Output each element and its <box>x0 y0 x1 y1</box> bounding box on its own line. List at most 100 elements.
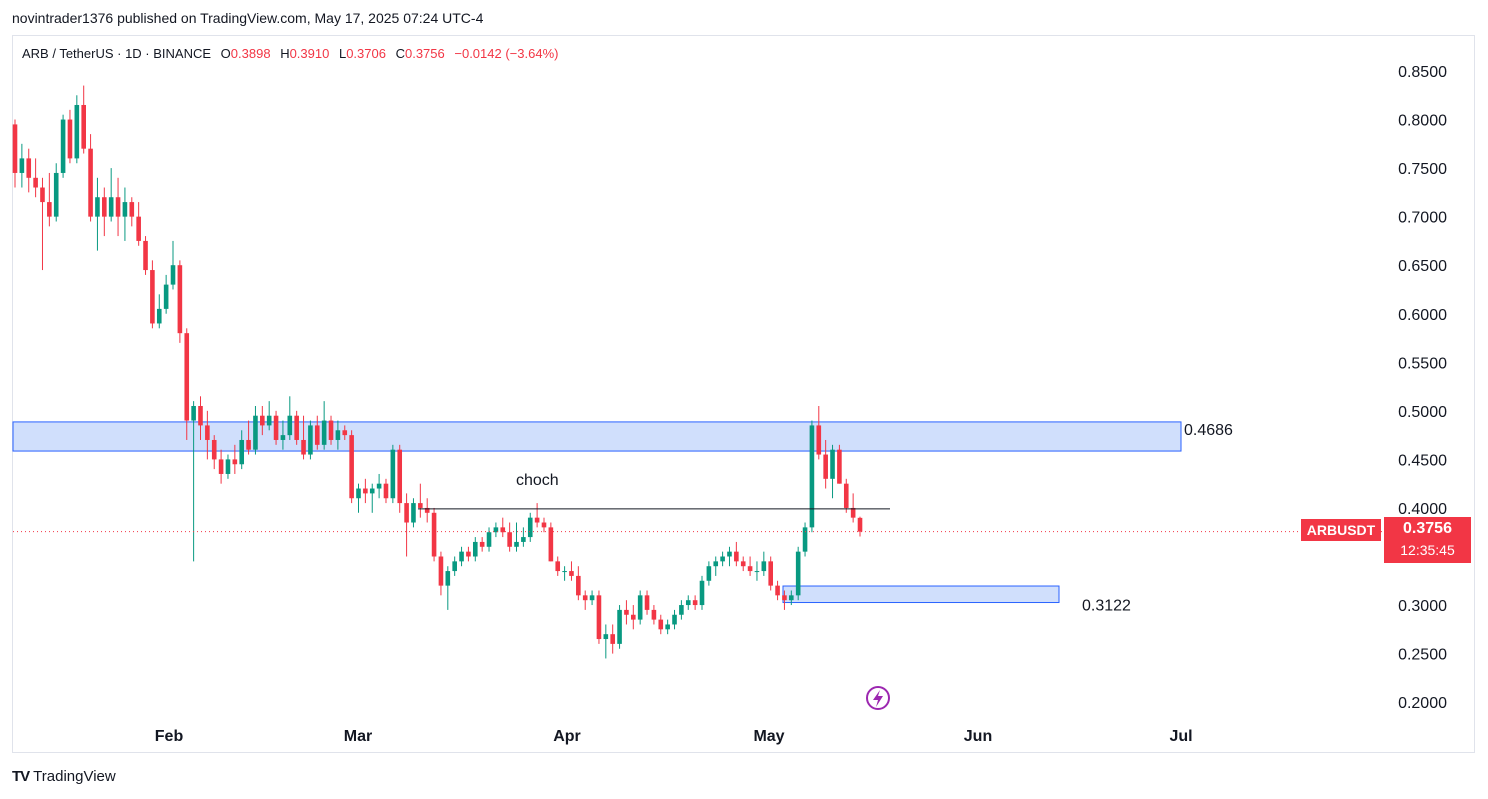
candle-body <box>576 575 581 596</box>
price-tick-label: 0.8000 <box>1398 113 1447 130</box>
candle-countdown: 12:35:45 <box>1400 542 1455 558</box>
candle <box>857 516 863 537</box>
zone-support <box>782 585 1060 604</box>
candle <box>617 605 622 649</box>
candle-body <box>163 284 169 309</box>
legend-low-label: L <box>338 46 347 61</box>
candle-body <box>191 405 196 421</box>
candle <box>53 163 59 222</box>
candle-body <box>369 488 375 494</box>
legend-open: 0.3898 <box>230 46 271 61</box>
lightning-icon[interactable] <box>866 686 890 710</box>
candles-layer <box>12 85 863 659</box>
candle-body <box>631 614 636 620</box>
candle <box>383 478 389 504</box>
candle <box>122 187 128 241</box>
candle-body <box>418 503 423 508</box>
candle-body <box>624 609 629 615</box>
candle <box>761 551 767 576</box>
candle <box>466 546 471 562</box>
candle-body <box>658 619 664 630</box>
candle-body <box>301 439 306 455</box>
candle-body <box>802 527 808 552</box>
candle-body <box>637 595 643 620</box>
candle <box>775 580 780 601</box>
candle <box>720 551 725 567</box>
upper-zone-label: 0.4686 <box>1184 422 1233 439</box>
candle-body <box>644 595 650 610</box>
candle <box>198 396 203 440</box>
candle-body <box>610 634 615 644</box>
candle <box>33 158 38 198</box>
candle-body <box>115 197 121 217</box>
candle <box>184 328 190 440</box>
candle <box>102 187 107 237</box>
ohlc-legend: ARB / TetherUS · 1D · BINANCE O0.3898 H0… <box>22 46 564 61</box>
candle-body <box>102 197 107 217</box>
candle-body <box>555 561 561 572</box>
candle-body <box>445 571 451 586</box>
candle <box>301 415 306 460</box>
candle <box>795 546 801 601</box>
candle-body <box>122 202 128 217</box>
candle-body <box>156 308 162 324</box>
price-tick-label: 0.5000 <box>1398 404 1447 421</box>
candle <box>651 605 657 625</box>
candle-body <box>356 488 361 499</box>
choch-label: choch <box>516 472 559 489</box>
candle <box>280 420 286 450</box>
candle-body <box>321 420 327 445</box>
candle <box>445 566 451 610</box>
candle-body <box>754 571 760 573</box>
candle <box>26 148 32 193</box>
candle-body <box>287 415 293 436</box>
price-tick-label: 0.8500 <box>1398 64 1447 81</box>
candle-body <box>225 459 231 474</box>
candle-body <box>548 527 554 562</box>
tradingview-brand[interactable]: TV TradingView <box>12 768 116 785</box>
candle <box>548 522 554 562</box>
candle <box>67 109 73 164</box>
candle-body <box>273 415 279 440</box>
zones-layer <box>12 421 1182 604</box>
candle <box>816 405 822 460</box>
ticker-badge: ARBUSDT <box>1301 519 1381 541</box>
candle-body <box>562 571 567 573</box>
candle <box>418 483 423 518</box>
price-axis: 0.8500 0.8000 0.7500 0.7000 0.6500 0.6000 0.55… <box>1398 64 1447 712</box>
candle-body <box>383 483 389 499</box>
candle-body <box>74 104 80 159</box>
candle-body <box>136 216 141 241</box>
candle <box>156 294 162 329</box>
candle-body <box>857 517 863 532</box>
candle <box>136 202 141 246</box>
legend-high-label: H <box>280 46 290 61</box>
candle <box>850 493 856 523</box>
candle-body <box>850 507 856 518</box>
candle <box>163 274 169 314</box>
candle-body <box>239 439 245 465</box>
candle-body <box>651 609 657 620</box>
candle-body <box>108 197 114 217</box>
candle-body <box>40 187 45 203</box>
overlays-layer: choch 0.4686 0.3122 <box>13 422 1384 615</box>
candle <box>218 449 224 484</box>
legend-low: 0.3706 <box>346 46 386 61</box>
candle-body <box>26 158 32 178</box>
candle <box>88 134 93 222</box>
candle-body <box>672 614 677 625</box>
candle <box>335 420 341 450</box>
candle <box>397 444 403 513</box>
price-tick-label: 0.5500 <box>1398 355 1447 372</box>
candle-body <box>514 541 519 547</box>
legend-change: −0.0142 (−3.64%) <box>454 46 559 61</box>
candle <box>95 177 100 251</box>
candle-body <box>809 425 815 528</box>
legend-close-label: C <box>395 46 405 61</box>
candle-body <box>665 624 670 630</box>
candle-body <box>706 566 712 581</box>
candle-body <box>342 430 348 436</box>
candle <box>246 420 251 455</box>
candle <box>644 590 650 615</box>
